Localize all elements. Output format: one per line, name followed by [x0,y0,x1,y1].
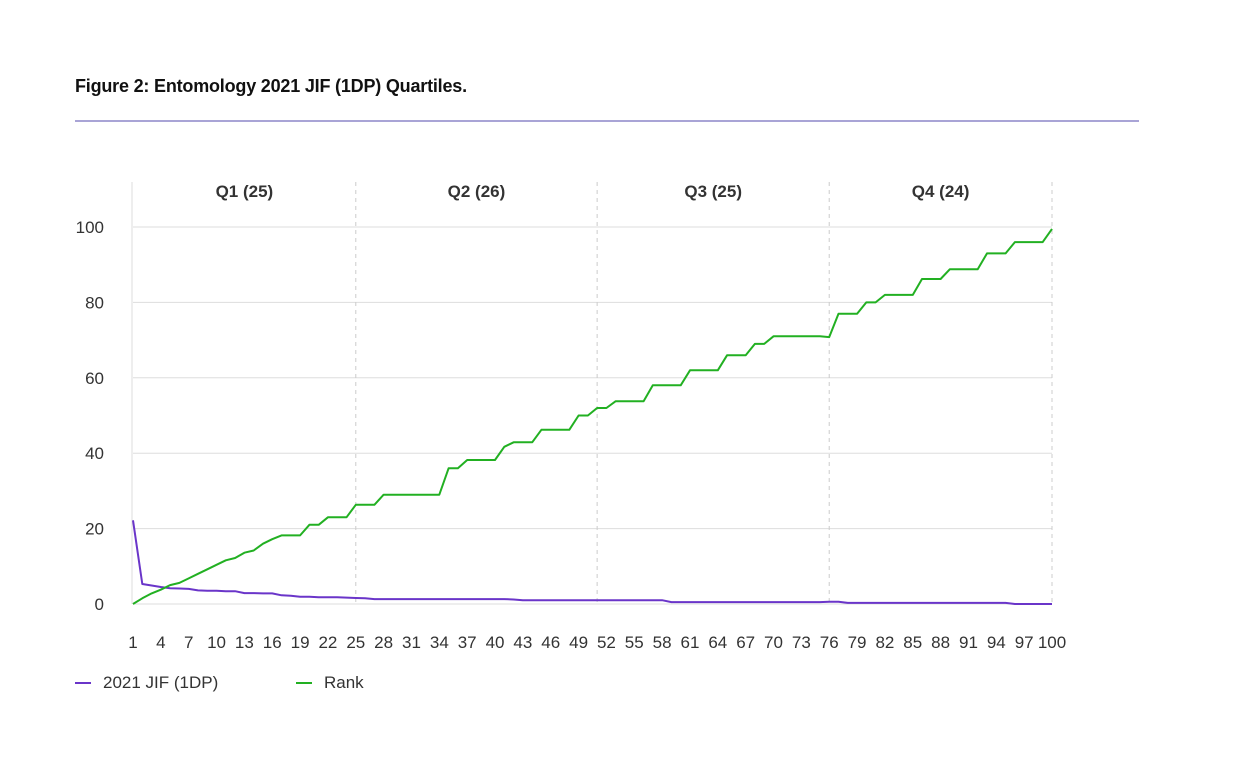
quartile-dividers [355,182,1053,604]
x-tick-label-100: 100 [1038,633,1066,652]
x-tick-label-37: 37 [458,633,477,652]
x-tick-label-52: 52 [597,633,616,652]
series-line-rank [132,228,1053,605]
quartile-label-2: Q2 (26) [448,182,506,201]
x-tick-label-76: 76 [820,633,839,652]
x-tick-label-1: 1 [128,633,137,652]
x-tick-label-88: 88 [931,633,950,652]
x-tick-label-67: 67 [736,633,755,652]
y-tick-label-60: 60 [85,369,104,388]
x-tick-label-19: 19 [291,633,310,652]
legend-item-jif: 2021 JIF (1DP) [75,672,218,694]
figure-title: Figure 2: Entomology 2021 JIF (1DP) Quar… [75,76,467,96]
quartile-label-3: Q3 (25) [684,182,742,201]
x-tick-label-28: 28 [374,633,393,652]
x-tick-label-79: 79 [848,633,867,652]
x-tick-label-13: 13 [235,633,254,652]
x-tick-label-82: 82 [875,633,894,652]
legend-rank-label: Rank [324,673,364,692]
x-tick-label-61: 61 [681,633,700,652]
x-tick-label-31: 31 [402,633,421,652]
series-line-jif [132,520,1052,605]
x-tick-label-34: 34 [430,633,449,652]
legend-item-rank: Rank [296,672,364,694]
y-tick-label-100: 100 [76,218,104,237]
series-lines [132,228,1053,605]
x-tick-label-46: 46 [541,633,560,652]
x-tick-label-7: 7 [184,633,193,652]
y-tick-label-0: 0 [95,595,104,614]
title-divider [75,120,1139,122]
x-axis-ticks: 1 4 7 10 13 16 19 22 25 28 31 34 37 40 43 46 49 52 55 58 61 6… [128,633,1066,652]
x-tick-label-58: 58 [653,633,672,652]
legend-jif-swatch [75,682,91,684]
x-tick-label-91: 91 [959,633,978,652]
quartile-label-4: Q4 (24) [912,182,970,201]
x-tick-label-4: 4 [156,633,165,652]
x-tick-label-22: 22 [318,633,337,652]
y-tick-label-40: 40 [85,444,104,463]
x-tick-label-73: 73 [792,633,811,652]
quartile-labels: Q1 (25) Q2 (26) Q3 (25) Q4 (24) [216,182,970,201]
x-tick-label-49: 49 [569,633,588,652]
y-axis-ticks: 0 20 40 60 80 100 [76,218,104,614]
x-tick-label-40: 40 [486,633,505,652]
x-tick-label-16: 16 [263,633,282,652]
x-tick-label-70: 70 [764,633,783,652]
x-tick-label-10: 10 [207,633,226,652]
gridlines [131,182,1052,605]
x-tick-label-43: 43 [513,633,532,652]
x-tick-label-55: 55 [625,633,644,652]
legend-jif-label: 2021 JIF (1DP) [103,673,219,692]
x-tick-label-25: 25 [346,633,365,652]
quartile-label-1: Q1 (25) [216,182,274,201]
legend-rank-swatch [296,682,312,684]
x-tick-label-94: 94 [987,633,1006,652]
y-tick-label-80: 80 [85,293,104,312]
x-tick-label-64: 64 [708,633,727,652]
x-tick-label-97: 97 [1015,633,1034,652]
y-tick-label-20: 20 [85,520,104,539]
x-tick-label-85: 85 [903,633,922,652]
